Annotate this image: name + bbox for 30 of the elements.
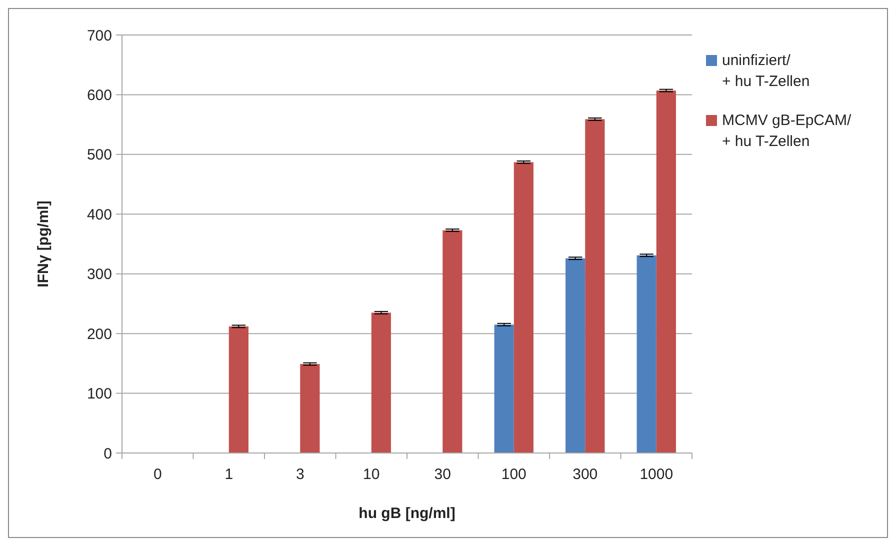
- bar: [514, 162, 534, 453]
- bar: [494, 324, 514, 453]
- legend-label: uninfiziert/ + hu T-Zellen: [722, 52, 810, 90]
- x-tick-label: 30: [434, 466, 451, 483]
- y-tick-label: 400: [86, 206, 112, 224]
- bar: [566, 258, 586, 453]
- legend-label: MCMV gB-EpCAM/ + hu T-Zellen: [722, 112, 852, 150]
- y-tick-label: 300: [86, 266, 112, 284]
- x-tick-label: 1: [224, 466, 234, 483]
- x-tick-label: 3: [296, 466, 304, 483]
- bar: [228, 326, 248, 453]
- y-tick-label: 0: [104, 445, 112, 462]
- x-tick-label: 1000: [640, 466, 674, 483]
- y-tick-label: 500: [86, 146, 112, 164]
- x-tick-label: 300: [572, 466, 598, 483]
- y-tick-label: 200: [86, 326, 112, 343]
- x-tick-label: 100: [501, 466, 526, 483]
- y-axis-title: IFNγ [pg/ml]: [35, 200, 52, 288]
- x-axis-title: hu gB [ng/ml]: [358, 505, 456, 522]
- bar: [585, 119, 605, 453]
- x-tick-label: 10: [363, 466, 380, 483]
- y-tick-label: 600: [86, 86, 112, 104]
- bar: [442, 230, 462, 453]
- y-tick-label: 100: [86, 386, 112, 403]
- y-tick-label: 700: [86, 27, 112, 44]
- bar: [300, 364, 320, 453]
- bar: [656, 90, 676, 453]
- bar: [636, 255, 656, 453]
- bar: [371, 312, 391, 453]
- x-tick-label: 0: [153, 466, 162, 483]
